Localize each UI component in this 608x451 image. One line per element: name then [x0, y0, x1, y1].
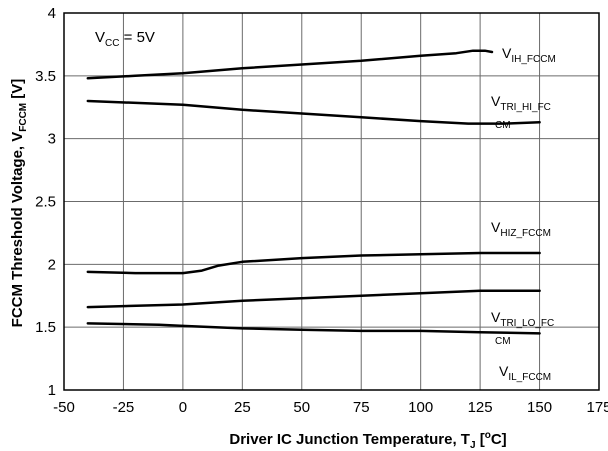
series-label: VTRI_LO_FC — [491, 309, 554, 329]
y-axis-title: FCCM Threshold Voltage, VFCCM [V] — [9, 79, 29, 328]
y-tick-label: 3.5 — [35, 68, 56, 85]
series-label: VIL_FCCM — [499, 363, 551, 383]
series-label: VHIZ_FCCM — [491, 219, 551, 239]
series-line — [86, 322, 541, 335]
x-tick-labels: -50 -25 0 25 50 75 100 125 150 175 — [53, 399, 608, 416]
x-tick-label: 50 — [293, 399, 310, 416]
x-tick-label: -25 — [113, 399, 135, 416]
y-tick-label: 1.5 — [35, 319, 56, 336]
series-line — [86, 289, 541, 309]
y-tick-label: 1 — [48, 382, 56, 399]
y-tick-label: 3 — [48, 131, 56, 148]
series-line — [86, 251, 541, 275]
grid-lines — [64, 13, 599, 390]
x-tick-label: 75 — [353, 399, 370, 416]
series-line — [86, 99, 541, 125]
x-tick-label: 125 — [468, 399, 493, 416]
series-label: VIH_FCCM — [502, 45, 556, 65]
x-axis-title: Driver IC Junction Temperature, TJ [oC] — [229, 430, 506, 451]
series-labels: VIH_FCCM VTRI_HI_FC CM VHIZ_FCCM VTRI_LO_FC C… — [491, 45, 556, 383]
y-tick-label: 4 — [48, 5, 56, 22]
series-label: VTRI_HI_FC — [491, 93, 551, 113]
x-tick-label: 100 — [408, 399, 433, 416]
x-tick-label: 175 — [586, 399, 608, 416]
series-line — [86, 49, 494, 80]
y-tick-labels: 1 1.5 2 2.5 3 3.5 4 — [35, 5, 56, 399]
x-tick-label: -50 — [53, 399, 75, 416]
plot-frame — [63, 12, 600, 391]
y-tick-label: 2 — [48, 256, 56, 273]
series-label-continuation: CM — [495, 120, 511, 131]
x-tick-label: 0 — [179, 399, 187, 416]
x-tick-label: 25 — [234, 399, 251, 416]
vcc-annotation: VCC = 5V — [95, 29, 155, 49]
series-label-continuation: CM — [495, 336, 511, 347]
y-tick-label: 2.5 — [35, 194, 56, 211]
series-lines — [86, 49, 541, 335]
x-tick-label: 150 — [527, 399, 552, 416]
